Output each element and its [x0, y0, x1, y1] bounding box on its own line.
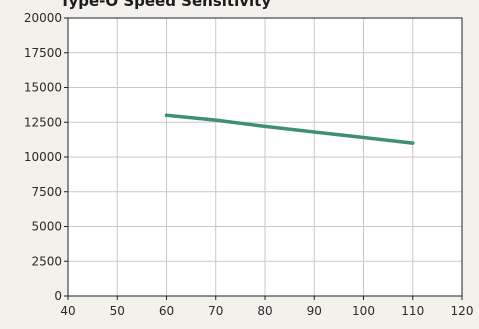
y-axis-ticks: 0 2500 5000 7500 10000 12500 15000 17500 20000 — [24, 11, 68, 303]
x-axis-ticks: 40 50 60 70 80 90 100 110 120 — [60, 296, 473, 318]
chart-title: Type-O Speed Sensitivity — [60, 0, 271, 10]
y-tick-label: 2500 — [31, 254, 62, 268]
y-tick-label: 10000 — [24, 150, 62, 164]
y-tick-label: 5000 — [31, 220, 62, 234]
data-point — [312, 130, 316, 134]
x-tick-label: 100 — [352, 304, 375, 318]
series-group — [164, 113, 415, 145]
x-tick-label: 90 — [307, 304, 322, 318]
data-point — [164, 113, 169, 117]
x-tick-label: 70 — [208, 304, 223, 318]
y-tick-label: 20000 — [24, 11, 62, 25]
x-tick-label: 40 — [60, 304, 75, 318]
series-line — [164, 113, 415, 145]
x-tick-label: 80 — [257, 304, 272, 318]
x-tick-label: 60 — [159, 304, 174, 318]
x-tick-label: 120 — [451, 304, 474, 318]
y-tick-label: 7500 — [31, 185, 62, 199]
grid-lines — [68, 18, 462, 296]
y-tick-label: 17500 — [24, 46, 62, 60]
y-tick-label: 12500 — [24, 115, 62, 129]
data-point — [361, 135, 366, 140]
x-tick-label: 50 — [110, 304, 125, 318]
x-tick-label: 110 — [401, 304, 424, 318]
data-point — [411, 141, 415, 145]
y-tick-label: 15000 — [24, 81, 62, 95]
data-point — [214, 118, 218, 122]
data-point — [263, 124, 267, 129]
y-tick-label: 0 — [54, 289, 62, 303]
